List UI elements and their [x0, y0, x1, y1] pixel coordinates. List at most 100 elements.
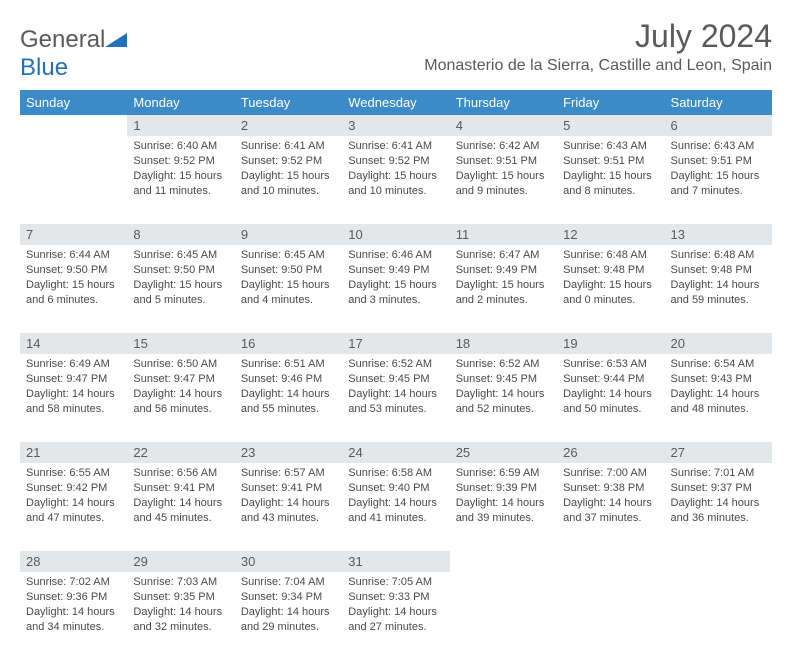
- day2-text: and 2 minutes.: [456, 293, 551, 308]
- day-number: 21: [20, 442, 127, 463]
- day-number: 14: [20, 333, 127, 354]
- day2-text: and 11 minutes.: [133, 184, 228, 199]
- sunset-text: Sunset: 9:39 PM: [456, 481, 551, 496]
- day-number: 26: [557, 442, 664, 463]
- sunset-text: Sunset: 9:48 PM: [563, 263, 658, 278]
- day-cell: Sunrise: 6:43 AMSunset: 9:51 PMDaylight:…: [557, 136, 664, 224]
- day1-text: Daylight: 14 hours: [563, 496, 658, 511]
- day-cell: Sunrise: 6:45 AMSunset: 9:50 PMDaylight:…: [127, 245, 234, 333]
- day1-text: Daylight: 14 hours: [671, 496, 766, 511]
- day-number: 2: [235, 115, 342, 136]
- day2-text: and 27 minutes.: [348, 620, 443, 635]
- day-cell: Sunrise: 6:59 AMSunset: 9:39 PMDaylight:…: [450, 463, 557, 551]
- day-cell: Sunrise: 6:49 AMSunset: 9:47 PMDaylight:…: [20, 354, 127, 442]
- day-number-row: 123456: [20, 115, 772, 136]
- day1-text: Daylight: 15 hours: [348, 169, 443, 184]
- day-cell: Sunrise: 6:58 AMSunset: 9:40 PMDaylight:…: [342, 463, 449, 551]
- day2-text: and 32 minutes.: [133, 620, 228, 635]
- sunrise-text: Sunrise: 6:44 AM: [26, 248, 121, 263]
- sunset-text: Sunset: 9:37 PM: [671, 481, 766, 496]
- day-content-row: Sunrise: 6:40 AMSunset: 9:52 PMDaylight:…: [20, 136, 772, 224]
- day-number: [665, 551, 772, 572]
- sunrise-text: Sunrise: 7:01 AM: [671, 466, 766, 481]
- sunset-text: Sunset: 9:38 PM: [563, 481, 658, 496]
- day-number-row: 14151617181920: [20, 333, 772, 354]
- day-cell: Sunrise: 6:43 AMSunset: 9:51 PMDaylight:…: [665, 136, 772, 224]
- page-title: July 2024: [424, 18, 772, 55]
- day2-text: and 4 minutes.: [241, 293, 336, 308]
- day2-text: and 43 minutes.: [241, 511, 336, 526]
- day-cell: Sunrise: 6:48 AMSunset: 9:48 PMDaylight:…: [557, 245, 664, 333]
- day1-text: Daylight: 14 hours: [241, 605, 336, 620]
- sunset-text: Sunset: 9:52 PM: [348, 154, 443, 169]
- sunset-text: Sunset: 9:36 PM: [26, 590, 121, 605]
- day1-text: Daylight: 14 hours: [671, 387, 766, 402]
- sunrise-text: Sunrise: 6:42 AM: [456, 139, 551, 154]
- day-number: 5: [557, 115, 664, 136]
- day-cell: Sunrise: 6:41 AMSunset: 9:52 PMDaylight:…: [342, 136, 449, 224]
- day2-text: and 55 minutes.: [241, 402, 336, 417]
- day-cell: Sunrise: 7:04 AMSunset: 9:34 PMDaylight:…: [235, 572, 342, 660]
- day-number: 18: [450, 333, 557, 354]
- day1-text: Daylight: 14 hours: [133, 387, 228, 402]
- sunrise-text: Sunrise: 6:48 AM: [563, 248, 658, 263]
- day-number: 31: [342, 551, 449, 572]
- weekday-header: Saturday: [665, 90, 772, 115]
- day2-text: and 10 minutes.: [348, 184, 443, 199]
- weekday-header: Thursday: [450, 90, 557, 115]
- day1-text: Daylight: 14 hours: [671, 278, 766, 293]
- day1-text: Daylight: 14 hours: [348, 605, 443, 620]
- day1-text: Daylight: 14 hours: [241, 387, 336, 402]
- day1-text: Daylight: 14 hours: [563, 387, 658, 402]
- day-number: 1: [127, 115, 234, 136]
- day1-text: Daylight: 15 hours: [133, 169, 228, 184]
- day-number-row: 21222324252627: [20, 442, 772, 463]
- sunrise-text: Sunrise: 6:41 AM: [241, 139, 336, 154]
- day2-text: and 39 minutes.: [456, 511, 551, 526]
- calendar-table: Sunday Monday Tuesday Wednesday Thursday…: [20, 90, 772, 660]
- day-cell: Sunrise: 6:45 AMSunset: 9:50 PMDaylight:…: [235, 245, 342, 333]
- day-cell: Sunrise: 7:00 AMSunset: 9:38 PMDaylight:…: [557, 463, 664, 551]
- weekday-header: Monday: [127, 90, 234, 115]
- day-content-row: Sunrise: 6:44 AMSunset: 9:50 PMDaylight:…: [20, 245, 772, 333]
- sunset-text: Sunset: 9:42 PM: [26, 481, 121, 496]
- sunset-text: Sunset: 9:48 PM: [671, 263, 766, 278]
- day1-text: Daylight: 15 hours: [26, 278, 121, 293]
- sunrise-text: Sunrise: 6:49 AM: [26, 357, 121, 372]
- sunset-text: Sunset: 9:52 PM: [241, 154, 336, 169]
- sunrise-text: Sunrise: 6:43 AM: [671, 139, 766, 154]
- sunrise-text: Sunrise: 6:50 AM: [133, 357, 228, 372]
- day1-text: Daylight: 15 hours: [563, 278, 658, 293]
- day-number: 15: [127, 333, 234, 354]
- day-number: 28: [20, 551, 127, 572]
- day2-text: and 41 minutes.: [348, 511, 443, 526]
- title-block: July 2024 Monasterio de la Sierra, Casti…: [424, 18, 772, 75]
- day-number: 19: [557, 333, 664, 354]
- day-content-row: Sunrise: 7:02 AMSunset: 9:36 PMDaylight:…: [20, 572, 772, 660]
- day-cell: [557, 572, 664, 660]
- day2-text: and 34 minutes.: [26, 620, 121, 635]
- day-number: 20: [665, 333, 772, 354]
- logo-part1: General: [20, 26, 105, 53]
- sunset-text: Sunset: 9:40 PM: [348, 481, 443, 496]
- day2-text: and 7 minutes.: [671, 184, 766, 199]
- logo-triangle-icon: [105, 26, 127, 54]
- sunrise-text: Sunrise: 7:04 AM: [241, 575, 336, 590]
- day2-text: and 47 minutes.: [26, 511, 121, 526]
- day2-text: and 48 minutes.: [671, 402, 766, 417]
- sunset-text: Sunset: 9:51 PM: [563, 154, 658, 169]
- sunset-text: Sunset: 9:43 PM: [671, 372, 766, 387]
- day-cell: Sunrise: 6:46 AMSunset: 9:49 PMDaylight:…: [342, 245, 449, 333]
- sunrise-text: Sunrise: 6:45 AM: [133, 248, 228, 263]
- day-number: 13: [665, 224, 772, 245]
- day-cell: Sunrise: 6:52 AMSunset: 9:45 PMDaylight:…: [450, 354, 557, 442]
- day-number: 10: [342, 224, 449, 245]
- logo: General Blue: [20, 26, 127, 82]
- sunrise-text: Sunrise: 6:52 AM: [348, 357, 443, 372]
- sunset-text: Sunset: 9:51 PM: [671, 154, 766, 169]
- sunset-text: Sunset: 9:49 PM: [348, 263, 443, 278]
- sunrise-text: Sunrise: 6:41 AM: [348, 139, 443, 154]
- day-cell: Sunrise: 7:05 AMSunset: 9:33 PMDaylight:…: [342, 572, 449, 660]
- day-number-row: 78910111213: [20, 224, 772, 245]
- weekday-header-row: Sunday Monday Tuesday Wednesday Thursday…: [20, 90, 772, 115]
